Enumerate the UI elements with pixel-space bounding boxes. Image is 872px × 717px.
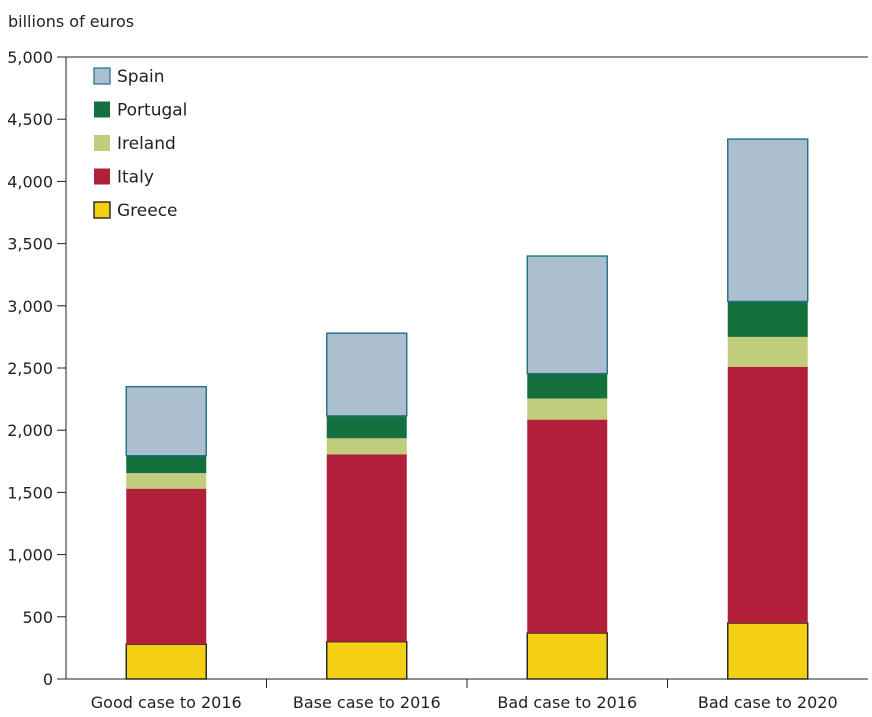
- y-tick-label: 2,000: [7, 421, 53, 440]
- y-tick-label: 1,000: [7, 546, 53, 565]
- bar-greece: [326, 640, 408, 680]
- x-tick-label: Good case to 2016: [91, 693, 242, 712]
- x-tick-label: Bad case to 2016: [497, 693, 637, 712]
- bar-portugal: [326, 415, 407, 439]
- y-axis: 0 500 1,000 1,500 2,000 2,500 3,000 3,500 4,000 4…: [7, 48, 66, 689]
- bar-italy: [727, 366, 808, 624]
- bar-ireland: [727, 336, 808, 367]
- legend-swatch-spain: [93, 67, 111, 85]
- legend-label-spain: Spain: [117, 67, 165, 87]
- y-tick-label: 5,000: [7, 48, 53, 67]
- legend-swatch-italy: [94, 168, 110, 185]
- legend-label-ireland: Ireland: [117, 134, 176, 154]
- y-tick-label: 2,500: [7, 359, 53, 378]
- bar-portugal: [126, 455, 207, 474]
- x-tick-label: Base case to 2016: [293, 693, 441, 712]
- x-axis: Good case to 2016 Base case to 2016 Bad ca…: [91, 679, 838, 712]
- legend: Spain Portugal Ireland Italy Greece: [93, 67, 187, 221]
- bar-greece: [125, 643, 207, 680]
- bar-italy: [527, 419, 608, 633]
- legend-label-greece: Greece: [117, 201, 178, 221]
- bar-portugal: [727, 301, 808, 337]
- y-tick-label: 3,000: [7, 297, 53, 316]
- bar-stack-bad-case-to-2020: [727, 138, 809, 680]
- bar-ireland: [126, 473, 207, 489]
- legend-swatch-greece: [93, 201, 111, 219]
- bar-portugal: [527, 373, 608, 399]
- y-tick-label: 500: [22, 608, 53, 627]
- bar-greece: [727, 622, 809, 680]
- bar-stack-base-case-to-2016: [326, 332, 408, 680]
- bar-spain: [526, 255, 608, 375]
- bar-spain: [727, 138, 809, 303]
- legend-swatch-ireland: [94, 135, 110, 151]
- bar-greece: [526, 632, 608, 680]
- y-tick-label: 0: [43, 670, 53, 689]
- legend-swatch-portugal: [94, 101, 110, 118]
- bar-italy: [326, 454, 407, 642]
- y-tick-label: 3,500: [7, 235, 53, 254]
- bar-ireland: [527, 398, 608, 420]
- legend-label-portugal: Portugal: [117, 101, 187, 121]
- y-axis-unit-label: billions of euros: [8, 12, 134, 31]
- bar-spain: [125, 385, 207, 457]
- x-tick-label: Bad case to 2020: [698, 693, 838, 712]
- y-tick-label: 4,500: [7, 110, 53, 129]
- bar-italy: [126, 488, 207, 645]
- y-tick-label: 4,000: [7, 172, 53, 191]
- y-tick-label: 1,500: [7, 483, 53, 502]
- legend-label-italy: Italy: [117, 168, 154, 188]
- bars: [125, 138, 809, 680]
- bar-stack-bad-case-to-2016: [526, 255, 608, 680]
- plot-frame: [65, 56, 868, 680]
- bar-ireland: [326, 438, 407, 455]
- bar-spain: [326, 332, 408, 417]
- bar-stack-good-case-to-2016: [125, 385, 207, 680]
